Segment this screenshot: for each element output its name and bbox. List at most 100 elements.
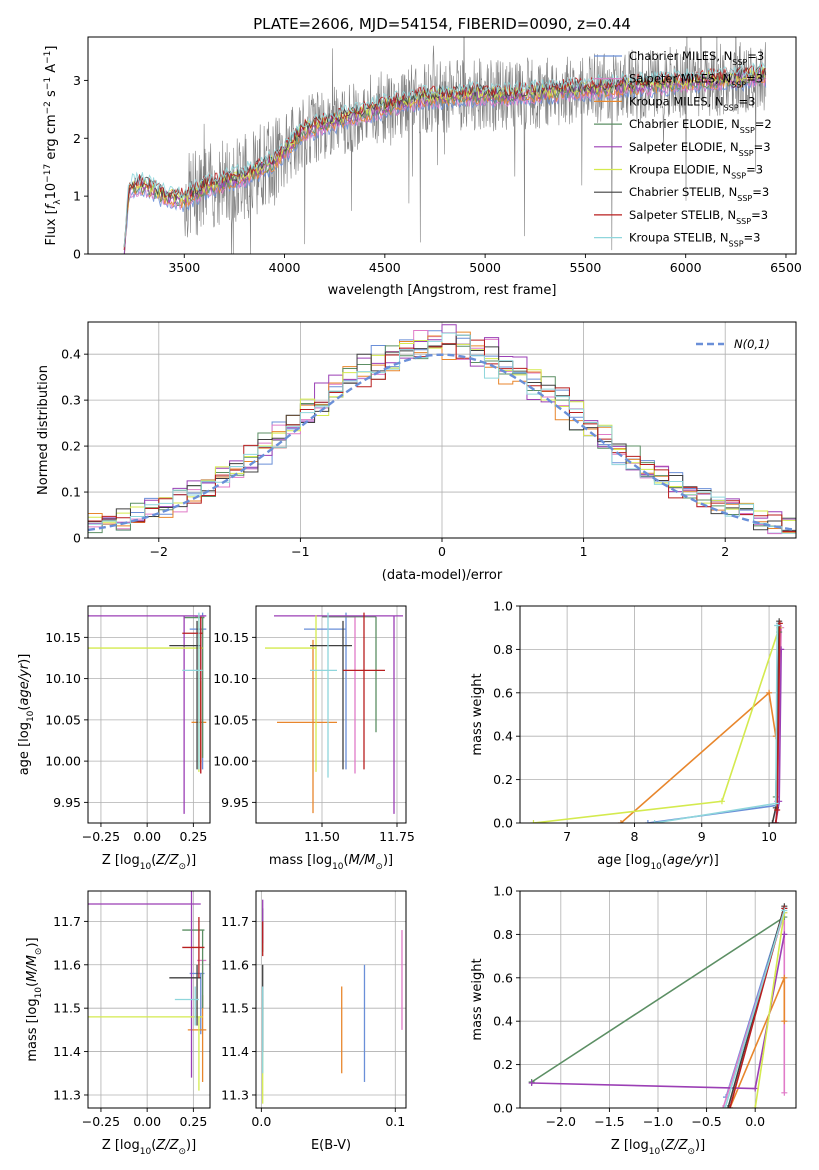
label-part: (	[344, 853, 349, 868]
x-tick-label: 0.25	[179, 829, 207, 844]
age-vs-mass-panel: 11.50 11.75 9.95 10.00 10.05 10.10 10.15 mass […	[213, 605, 415, 872]
label-part: M/M	[349, 853, 376, 868]
y-tick-label: 10.15	[45, 630, 81, 645]
y-tick-label: 10.05	[213, 712, 249, 727]
axes-frame	[255, 605, 407, 824]
y-axis-label: Normed distribution	[36, 365, 51, 495]
y-tick-label: 11.4	[53, 1044, 81, 1059]
age-vs-metallicity-panel: −0.25 0.00 0.25 9.95 10.00 10.05 10.10 10.15 Z […	[17, 605, 211, 872]
y-tick-label: 11.4	[221, 1044, 249, 1059]
y-tick-label: 1.0	[493, 599, 513, 614]
figure-title: PLATE=2606, MJD=54154, FIBERID=0090, z=0…	[253, 15, 631, 33]
marker-kroupa_miles	[617, 820, 624, 823]
histogram-salpeter_stelib	[88, 339, 796, 538]
legend-entry-chabrier_miles: Chabrier MILES, NSSP=3	[629, 49, 764, 67]
x-tick-label: 5000	[469, 260, 501, 275]
y-tick-label: 11.5	[53, 1001, 81, 1016]
spectrum-layer	[123, 37, 767, 254]
x-tick-label: 0.0	[251, 1114, 271, 1129]
x-tick-label: 10	[761, 829, 777, 844]
label-part: mass [log	[25, 998, 40, 1061]
axes-frame	[87, 605, 211, 824]
label-part: Z [log	[611, 1138, 649, 1153]
y-tick-label: 0.2	[493, 1057, 513, 1072]
x-axis-label: Z [log10(Z/Z⊙)]	[102, 1138, 196, 1157]
y-tick-label: 2	[73, 131, 81, 146]
label-part: Z/Z	[664, 1138, 688, 1153]
marker-salpeter_stelib	[726, 1105, 733, 1108]
legend-entry-salpeter_miles: Salpeter MILES, NSSP=3	[629, 72, 763, 90]
x-tick-label: 5500	[569, 260, 601, 275]
marker-salpeter_elodie	[528, 1080, 535, 1087]
y-tick-label: 1	[73, 189, 81, 204]
label-part: 10	[140, 1147, 152, 1157]
y-tick-label: 0.8	[493, 642, 513, 657]
y-tick-label: 9.95	[221, 795, 249, 810]
x-tick-label: 8	[630, 829, 638, 844]
legend-entry-salpeter_elodie: Salpeter ELODIE, NSSP=3	[629, 140, 771, 158]
axes-frame	[87, 36, 797, 255]
label-part: Z/Z	[155, 1138, 179, 1153]
y-tick-label: 11.7	[221, 914, 249, 929]
label-part: age/yr	[17, 662, 32, 705]
x-tick-label: 1	[580, 544, 588, 559]
y-tick-label: 10.10	[45, 671, 81, 686]
marker-kroupa_miles	[781, 1018, 788, 1025]
y-tick-label: 0.1	[61, 485, 81, 500]
label-part: 10	[44, 183, 59, 200]
y-tick-label: 0.3	[61, 393, 81, 408]
label-part: s	[44, 90, 59, 101]
label-part: )]	[186, 1138, 196, 1153]
y-tick-label: 11.7	[53, 914, 81, 929]
y-tick-label: 10.00	[45, 754, 81, 769]
marker-kroupa_elodie	[530, 820, 537, 823]
y-tick-label: 0	[73, 247, 81, 262]
y-tick-label: 10.05	[45, 712, 81, 727]
label-part: ]	[44, 46, 59, 51]
normal-distribution-curve	[88, 353, 796, 532]
model-kroupa_elodie-line	[123, 67, 766, 248]
marker-salpeter_miles	[781, 1089, 788, 1096]
label-part: erg cm	[44, 114, 59, 163]
legend-entry-kroupa_miles: Kroupa MILES, NSSP=3	[629, 94, 755, 112]
label-part: f	[44, 202, 59, 209]
label-part: ⊙	[687, 1147, 695, 1157]
mass-weight-line-kroupa_stelib	[724, 910, 786, 1108]
label-part: ⊙	[178, 862, 186, 872]
y-axis-label: mass weight	[470, 958, 485, 1040]
label-part: (	[17, 706, 32, 711]
label-part: M/M	[25, 955, 40, 982]
marker-salpeter_elodie	[781, 931, 788, 938]
y-tick-label: 0.4	[493, 1014, 513, 1029]
label-part: (	[660, 1138, 665, 1153]
y-tick-label: 11.3	[221, 1087, 249, 1102]
x-tick-label: 3500	[168, 260, 200, 275]
x-tick-label: −1	[291, 544, 309, 559]
x-tick-label: −1.5	[594, 1114, 624, 1129]
y-tick-label: 0.6	[493, 970, 513, 985]
y-tick-label: 10.15	[213, 630, 249, 645]
y-tick-label: 0.0	[493, 816, 513, 831]
axes-frame	[255, 890, 407, 1109]
label-part: )]	[17, 654, 32, 664]
marker-salpeter_miles	[720, 1105, 727, 1108]
y-tick-label: 3	[73, 73, 81, 88]
x-tick-label: 4500	[369, 260, 401, 275]
spectrum-panel: 3500 4000 4500 5000 5500 6000 6500 0 1 2 3 waveleng…	[43, 36, 802, 298]
legend-entry-kroupa_stelib: Kroupa STELIB, NSSP=3	[629, 231, 760, 249]
x-tick-label: 9	[698, 829, 706, 844]
label-part: 10	[332, 862, 344, 872]
label-part: −17	[43, 164, 53, 183]
residuals-panel: −2 −1 0 1 2 0 0.1 0.2 0.3 0.4 (data-model)/error No…	[36, 321, 797, 583]
x-axis-label: Z [log10(Z/Z⊙)]	[102, 853, 196, 872]
label-part: )]	[695, 1138, 705, 1153]
x-tick-label: −2.0	[546, 1114, 576, 1129]
label-part: )]	[709, 853, 719, 868]
label-part: −1	[43, 51, 53, 64]
errorbar-layer	[88, 891, 207, 1091]
marker-chabrier_stelib	[769, 820, 776, 823]
y-tick-label: 9.95	[53, 795, 81, 810]
x-axis-label: wavelength [Angstrom, rest frame]	[328, 283, 557, 298]
errorbar-layer	[265, 612, 403, 814]
